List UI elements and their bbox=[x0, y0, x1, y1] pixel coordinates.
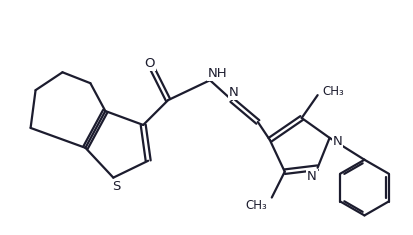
Text: N: N bbox=[228, 86, 238, 99]
Text: N: N bbox=[332, 135, 342, 148]
Text: S: S bbox=[112, 180, 120, 193]
Text: NH: NH bbox=[208, 67, 227, 80]
Text: CH₃: CH₃ bbox=[244, 199, 266, 212]
Text: N: N bbox=[306, 170, 316, 183]
Text: CH₃: CH₃ bbox=[322, 85, 344, 98]
Text: O: O bbox=[144, 57, 154, 70]
